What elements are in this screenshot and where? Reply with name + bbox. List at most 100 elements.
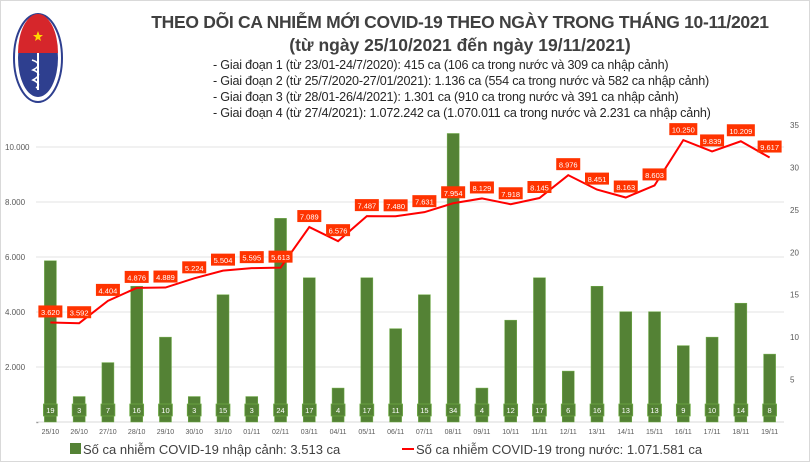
right-axis-tick: 10 <box>790 333 799 342</box>
line-label-box <box>268 250 293 263</box>
bar-data-label: 13 <box>622 406 630 415</box>
x-axis-tick: 13/11 <box>589 429 606 436</box>
line-data-label: 4.404 <box>99 286 118 295</box>
line-label-box <box>556 158 581 171</box>
line-data-label: 3.620 <box>41 308 60 317</box>
x-axis-tick: 15/11 <box>646 429 663 436</box>
line-data-label: 7.480 <box>386 202 405 211</box>
line-data-label: 8.163 <box>616 183 635 192</box>
bar-data-label: 10 <box>161 406 169 415</box>
line-label-box <box>585 172 609 185</box>
bar-label-box <box>733 403 749 417</box>
bar-label-box <box>618 403 634 417</box>
line-label-box <box>239 251 264 264</box>
bar-data-label: 9 <box>681 406 685 415</box>
right-axis-tick: 25 <box>790 206 799 215</box>
x-axis-tick: 30/10 <box>185 429 203 436</box>
bar-imported <box>44 260 57 423</box>
bar-label-box <box>704 403 720 417</box>
bar-data-label: 6 <box>566 406 570 415</box>
bar-data-label: 17 <box>363 406 371 415</box>
bar-imported <box>705 336 719 423</box>
x-axis-tick: 18/11 <box>732 429 749 436</box>
legend-bar-label: Số ca nhiễm COVID-19 nhập cảnh: 3.513 ca <box>83 442 341 457</box>
line-label-box <box>669 123 698 136</box>
line-label-box <box>527 181 552 194</box>
line-data-label: 4.889 <box>156 273 175 282</box>
line-label-box <box>354 199 379 212</box>
line-data-label: 7.918 <box>501 190 520 199</box>
bar-data-label: 17 <box>535 406 543 415</box>
bar-data-label: 3 <box>77 406 81 415</box>
bar-imported <box>418 294 431 423</box>
bar-imported <box>648 311 661 423</box>
line-label-box <box>153 270 178 283</box>
line-data-label: 7.631 <box>415 198 434 207</box>
line-label-box <box>211 253 235 266</box>
bar-label-box <box>474 403 490 417</box>
line-label-box <box>441 186 466 199</box>
bar-data-label: 3 <box>250 406 254 415</box>
right-axis-tick: 35 <box>790 121 799 130</box>
line-label-box <box>95 283 120 296</box>
bar-data-label: 4 <box>480 406 484 415</box>
bar-label-box <box>301 403 317 417</box>
bar-data-label: 19 <box>46 406 54 415</box>
chart-title: THEO DÕI CA NHIỄM MỚI COVID-19 THEO NGÀY… <box>151 12 769 32</box>
bar-imported <box>274 218 287 423</box>
bar-data-label: 15 <box>420 406 428 415</box>
bar-label-box <box>388 403 403 417</box>
bar-label-box <box>43 403 58 417</box>
line-label-box <box>67 306 92 319</box>
chart-subtitle: (từ ngày 25/10/2021 đến ngày 19/11/2021) <box>289 35 631 55</box>
bar-label-box <box>532 403 547 417</box>
bar-data-label: 16 <box>593 406 601 415</box>
bar-data-label: 4 <box>336 406 340 415</box>
x-axis-tick: 10/11 <box>502 429 519 436</box>
bar-label-box <box>330 403 346 417</box>
x-axis-tick: 25/10 <box>42 429 60 436</box>
line-data-label: 7.954 <box>444 189 463 198</box>
stage-2-summary: - Giai đoạn 2 (từ 25/7/2020-27/01/2021):… <box>213 74 710 88</box>
line-label-box <box>469 181 494 194</box>
x-axis-tick: 26/10 <box>70 429 88 436</box>
line-data-label: 8.976 <box>559 161 578 170</box>
x-axis-tick: 12/11 <box>560 429 577 436</box>
bar-label-box <box>359 403 375 417</box>
bar-imported <box>389 328 402 423</box>
line-label-box <box>700 134 725 147</box>
line-data-label: 9.839 <box>703 137 722 146</box>
bar-label-box <box>589 403 605 417</box>
line-data-label: 7.487 <box>357 202 376 211</box>
x-axis-tick: 06/11 <box>387 429 404 436</box>
left-axis-tick: 6.000 <box>5 253 26 262</box>
stage-4-summary: - Giai đoạn 4 (từ 27/4/2021): 1.072.242 … <box>213 106 711 120</box>
bar-label-box <box>273 403 288 417</box>
x-axis-tick: 31/10 <box>214 429 232 436</box>
line-label-box <box>757 140 782 153</box>
bar-label-box <box>129 403 145 417</box>
x-axis-tick: 11/11 <box>531 429 548 436</box>
line-domestic <box>50 138 771 325</box>
x-axis-tick: 27/10 <box>99 429 117 436</box>
right-axis-tick: 5 <box>790 376 795 385</box>
left-axis-tick: 2.000 <box>5 363 26 372</box>
x-axis-tick: 19/11 <box>761 429 778 436</box>
line-data-label: 10.250 <box>672 126 695 135</box>
bar-data-label: 10 <box>708 406 716 415</box>
line-label-box <box>297 210 322 223</box>
bar-label-box <box>503 403 519 417</box>
bar-imported <box>159 336 172 423</box>
x-axis-tick: 28/10 <box>128 429 146 436</box>
stage-1-summary: - Giai đoạn 1 (từ 23/01-24/7/2020): 415 … <box>213 58 669 72</box>
bar-label-box <box>215 403 231 417</box>
bar-imported <box>734 302 748 423</box>
bar-label-box <box>100 403 116 417</box>
bar-data-label: 34 <box>449 406 457 415</box>
bar-imported <box>216 294 230 423</box>
line-data-label: 8.451 <box>588 175 607 184</box>
line-data-label: 5.613 <box>271 253 290 262</box>
bar-data-label: 16 <box>133 406 141 415</box>
bar-label-box <box>560 403 576 417</box>
bar-label-box <box>762 403 777 417</box>
